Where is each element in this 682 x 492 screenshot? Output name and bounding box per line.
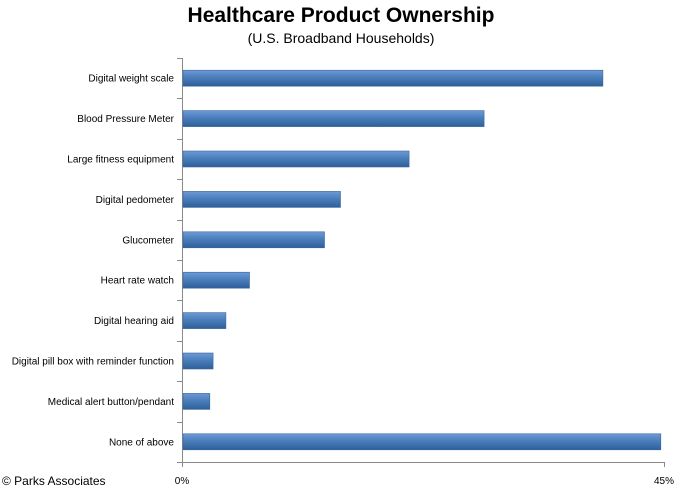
category-label: Glucometer (122, 235, 174, 246)
bar-heart-rate-watch (182, 271, 250, 289)
bar-digital-pedometer (182, 191, 341, 208)
category-label: Heart rate watch (101, 276, 174, 287)
bar-medical-alert-button-pendant (182, 393, 211, 410)
x-tick-label: 0% (175, 476, 190, 487)
category-label: Blood Pressure Meter (77, 114, 174, 125)
bar-none-of-above (182, 433, 662, 451)
bar-blood-pressure-meter (182, 110, 485, 127)
bar-glucometer (182, 231, 325, 249)
category-label: Large fitness equipment (67, 155, 174, 166)
category-label: Digital hearing aid (94, 316, 174, 327)
bar-digital-weight-scale (182, 69, 604, 87)
category-label: None of above (109, 437, 174, 448)
category-label: Medical alert button/pendant (48, 397, 174, 408)
category-label: Digital pill box with reminder function (12, 357, 174, 368)
source-note: © Parks Associates (2, 474, 106, 488)
bar-large-fitness-equipment (182, 150, 410, 168)
bar-digital-hearing-aid (182, 312, 227, 329)
x-tick-label: 45% (654, 476, 674, 487)
chart-subtitle: (U.S. Broadband Households) (247, 30, 435, 46)
category-label: Digital weight scale (88, 74, 174, 85)
category-label: Digital pedometer (96, 195, 175, 206)
chart-title: Healthcare Product Ownership (187, 4, 495, 27)
bar-digital-pill-box-with-reminder-function (182, 352, 214, 370)
